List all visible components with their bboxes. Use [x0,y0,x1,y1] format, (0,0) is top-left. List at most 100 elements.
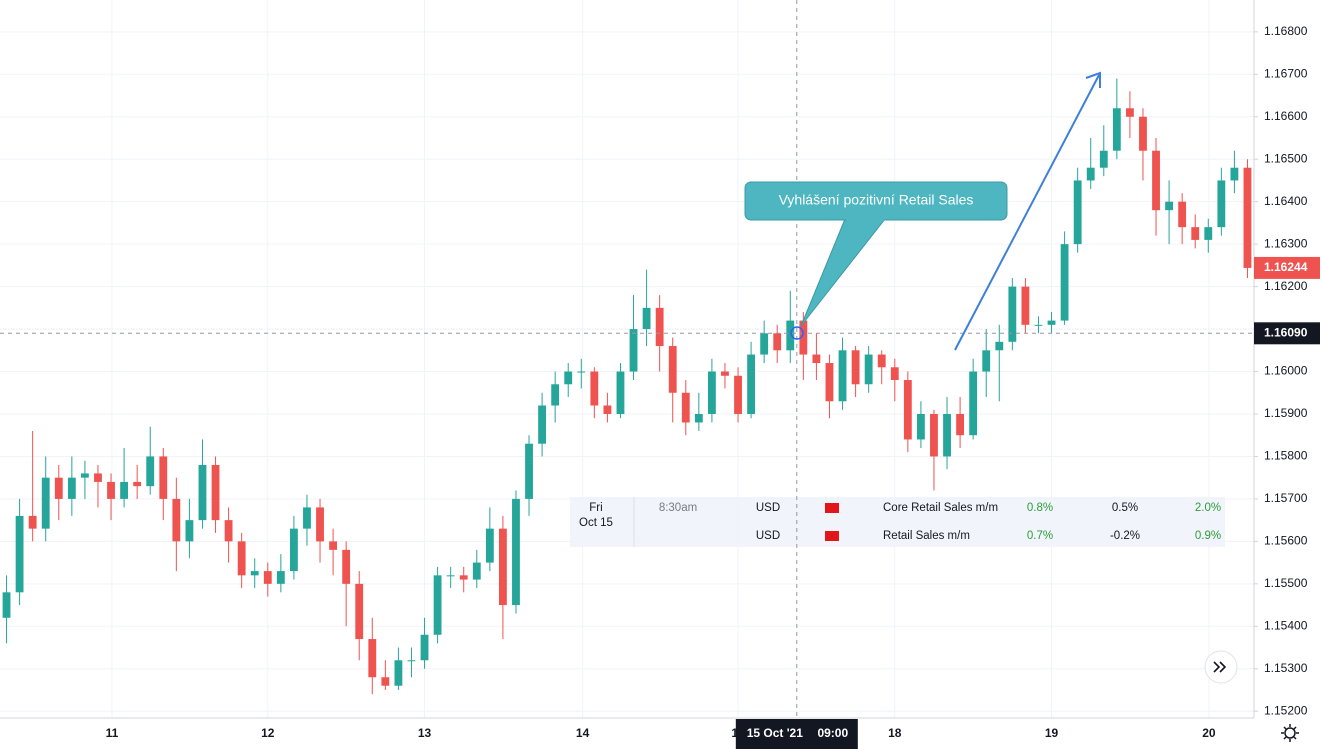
event-currency: USD [756,530,780,542]
candle-body [107,481,115,499]
arrow-line [954,74,1100,351]
candle-body [1099,150,1108,168]
candle-body [1008,286,1017,342]
candle-body [185,520,194,542]
candle-body [15,515,24,593]
candle-body [133,481,142,487]
candle-body [603,405,612,414]
y-tick-label: 1.16300 [1264,236,1308,250]
crosshair-time-label: 09:00 [817,726,848,740]
scroll-circle[interactable] [1204,650,1238,684]
candle-body [538,405,547,444]
event-day: Fri [589,502,602,514]
scroll-button[interactable] [1204,650,1238,684]
candle-body [877,354,886,368]
candle-body [799,320,808,355]
x-tick-label: 18 [888,726,902,740]
settings-button[interactable] [1281,724,1299,742]
event-date: Oct 15 [579,517,613,529]
scroll-icon[interactable] [1213,661,1227,673]
y-tick-label: 1.15800 [1264,449,1308,463]
candle-body [394,660,403,686]
callout-text: Vyhlášení pozitivní Retail Sales [779,192,974,208]
crosshair-price-label: 1.16090 [1264,325,1308,339]
candle-body [969,371,978,436]
candle-body [446,575,455,577]
event-panel [570,497,1225,547]
candle-body [94,473,102,482]
candle-body [342,549,351,584]
gear-teeth[interactable] [1281,724,1299,742]
candles [2,78,1252,695]
candle-body [1073,180,1082,245]
y-tick-label: 1.16800 [1264,24,1308,38]
candle-body [263,571,272,584]
candle-body [707,371,716,414]
candle-body [1152,150,1160,211]
candle-body [512,498,520,606]
event-previous: 0.9% [1195,530,1221,542]
crosshair-date-label: 15 Oct '21 [747,726,804,740]
candle-body [381,677,390,686]
candle-body [316,507,324,542]
candle-body [1178,201,1187,228]
candle-body [1060,244,1069,321]
candle-body [459,575,468,580]
candle-body [825,363,834,402]
candle-body [224,520,233,542]
candle-body [289,528,298,572]
impact-flag [825,503,839,513]
crosshair-price-box [1254,322,1320,345]
y-tick-label: 1.16000 [1264,364,1308,378]
y-tick-label: 1.15200 [1264,703,1308,717]
last-price-label: 1.16244 [1264,260,1308,274]
candle-body [420,634,429,661]
candle-body [28,515,37,529]
candle-body [2,592,11,618]
candle-body [276,571,285,584]
candle-body [734,375,742,414]
y-tick-label: 1.16200 [1264,279,1308,293]
candle-body [838,350,847,402]
event-forecast: 0.5% [1112,502,1138,514]
candle-body [551,384,560,406]
candle-body [498,528,507,606]
candle-body [1217,180,1226,228]
candle-body [747,354,756,414]
candle-body [329,541,338,550]
candle-body [982,350,991,372]
y-tick-label: 1.16400 [1264,194,1308,208]
candle-body [668,346,677,393]
event-actual: 0.7% [1027,530,1053,542]
event-name: Retail Sales m/m [883,530,970,542]
candle-body [655,307,664,347]
gear-icon[interactable] [1284,727,1296,739]
candle-body [616,371,625,414]
candle-body [577,371,586,373]
event-previous: 2.0% [1195,502,1221,514]
candle-body [1230,167,1239,181]
candle-body [786,320,795,351]
event-name: Core Retail Sales m/m [883,502,998,514]
candle-body [368,639,377,678]
event-actual: 0.8% [1027,502,1053,514]
candle-body [250,571,259,576]
y-tick-label: 1.15500 [1264,576,1308,590]
trend-arrow [954,71,1101,351]
candle-body [1112,108,1121,151]
candle-body [433,575,442,635]
candle-body [407,660,416,662]
candle-body [1191,227,1200,240]
crosshair-time-box [735,719,858,749]
candle-body [1086,167,1095,181]
candle-body [54,477,63,499]
candle-body [590,371,599,406]
candle-body [851,350,860,385]
y-tick-label: 1.16500 [1264,151,1308,165]
candle-body [1047,320,1056,325]
candle-body [355,583,364,640]
candle-body [564,371,573,385]
candle-body [172,498,181,542]
